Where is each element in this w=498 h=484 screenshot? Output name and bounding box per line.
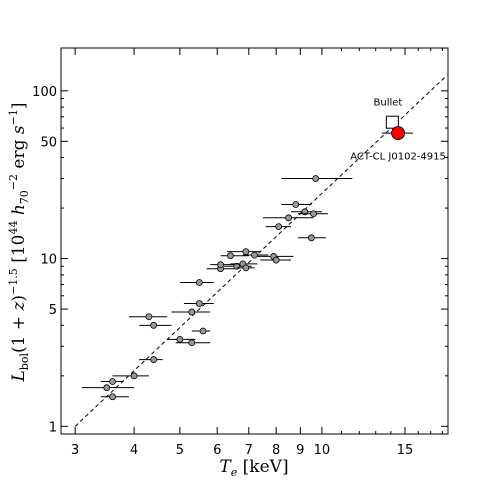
x-tick-label: 15 xyxy=(397,443,414,458)
data-point xyxy=(130,372,138,380)
data-point xyxy=(312,175,320,182)
data-point xyxy=(272,256,280,264)
x-axis-label: Te [keV] xyxy=(219,457,288,479)
data-points xyxy=(81,115,414,401)
data-point xyxy=(109,393,116,401)
annotations: Bullet ACT-CL J0102-4915 xyxy=(350,97,446,162)
x-tick-label: 6 xyxy=(213,443,221,458)
data-point xyxy=(103,384,111,392)
y-tick-label: 10 xyxy=(40,253,57,268)
y-axis-label: Lbol(1 + z)−1.5 [1044 h70−2 erg s−1] xyxy=(7,102,31,382)
annotation-label: ACT-CL J0102-4915 xyxy=(350,151,446,162)
data-point xyxy=(285,214,292,222)
data-point xyxy=(188,339,196,347)
y-tick-label: 100 xyxy=(32,85,57,100)
data-point xyxy=(227,252,234,260)
y-ticks: 1 5 10 50 100 xyxy=(32,85,448,435)
y-tick-label: 1 xyxy=(49,420,57,435)
data-point xyxy=(188,308,196,316)
data-point-act xyxy=(391,126,405,140)
y-tick-label: 5 xyxy=(49,303,57,318)
data-point xyxy=(307,234,315,242)
y-tick-label: 50 xyxy=(40,135,57,150)
x-tick-label: 9 xyxy=(296,443,304,458)
data-point xyxy=(176,335,184,343)
data-point xyxy=(150,321,158,329)
x-ticks: 3 4 5 6 7 8 9 10 15 xyxy=(71,48,443,458)
data-point xyxy=(195,300,203,307)
x-tick-label: 4 xyxy=(130,443,138,458)
data-point xyxy=(217,261,224,269)
x-tick-label: 5 xyxy=(176,443,184,458)
x-tick-label: 7 xyxy=(245,443,253,458)
data-point xyxy=(150,356,158,363)
data-point xyxy=(145,313,153,321)
x-tick-label: 10 xyxy=(314,443,331,458)
data-point xyxy=(251,251,258,259)
data-point xyxy=(195,279,203,286)
data-point xyxy=(109,378,116,385)
data-point xyxy=(242,248,250,256)
data-point xyxy=(199,327,207,335)
data-point xyxy=(275,223,283,231)
data-point-bullet xyxy=(385,115,399,129)
plot-frame xyxy=(60,47,449,435)
x-tick-label: 8 xyxy=(272,443,280,458)
data-point xyxy=(242,264,250,272)
data-point xyxy=(292,201,300,208)
x-tick-label: 3 xyxy=(71,443,79,458)
annotation-label: Bullet xyxy=(374,97,403,108)
data-point xyxy=(310,210,317,218)
